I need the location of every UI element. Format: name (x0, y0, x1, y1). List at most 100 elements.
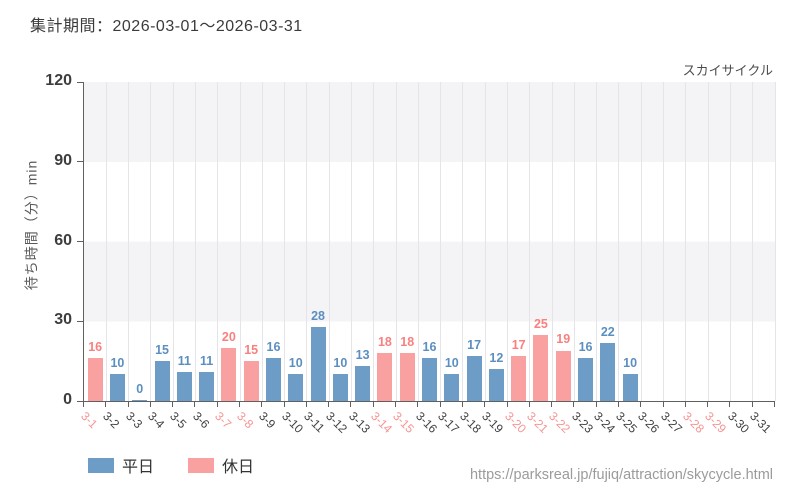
bar-value-label: 16 (422, 340, 437, 355)
x-tick-label: 3-21 (524, 409, 551, 436)
gridline (105, 82, 107, 401)
x-tick-label: 3-20 (501, 409, 529, 436)
x-tick-label: 3-25 (613, 409, 641, 436)
x-tick-label: 3-2 (100, 409, 123, 432)
y-tick-label: 60 (54, 231, 72, 249)
gridline (328, 82, 330, 401)
bar (377, 353, 393, 401)
gridline (417, 82, 419, 401)
report-period-title: 集計期間：2026-03-01～2026-03-31 (30, 18, 303, 35)
bar-value-label: 11 (199, 353, 214, 368)
x-axis-tick (194, 402, 196, 407)
x-axis-tick (707, 402, 709, 407)
x-tick-label: 3-17 (434, 409, 462, 436)
bar-value-label: 0 (136, 381, 144, 396)
bar-value-label: 10 (110, 356, 125, 371)
x-tick-label: 3-8 (234, 409, 257, 432)
gridline (529, 82, 531, 401)
x-tick-label: 3-12 (323, 409, 351, 436)
x-tick-label: 3-1 (78, 409, 101, 432)
gridline (284, 82, 286, 401)
bar-value-label: 15 (244, 343, 259, 358)
bar-value-label: 11 (177, 353, 191, 368)
y-axis-tick (77, 320, 83, 322)
x-axis-tick (127, 402, 129, 407)
x-tick-label: 3-16 (412, 409, 440, 436)
gridline (573, 82, 575, 401)
legend-item-weekday: 平日 (88, 453, 154, 477)
x-axis-tick (149, 402, 151, 407)
x-axis-tick (640, 402, 642, 407)
x-axis-tick (573, 402, 575, 407)
x-tick-label: 3-23 (568, 409, 596, 436)
bar-value-label: 10 (333, 356, 348, 371)
y-axis-tick (77, 241, 83, 242)
y-tick-label: 30 (54, 311, 72, 329)
weekday-color-swatch (88, 457, 114, 473)
y-tick-label: 0 (63, 391, 72, 408)
x-axis-tick (751, 402, 753, 407)
x-axis-tick (417, 402, 419, 407)
x-axis-tick (528, 402, 530, 407)
bar (288, 374, 304, 401)
x-axis-tick (283, 402, 285, 407)
bar-value-label: 13 (355, 348, 370, 363)
x-axis-tick (551, 402, 553, 407)
x-tick-label: 3-15 (390, 409, 418, 436)
x-axis-tick (729, 402, 731, 407)
bar (154, 361, 170, 401)
x-axis-tick (261, 402, 263, 407)
y-tick-label: 120 (45, 72, 72, 89)
bar-value-label: 10 (288, 356, 303, 371)
gridline (350, 82, 352, 401)
gridline (462, 82, 464, 401)
x-tick-label: 3-29 (702, 409, 730, 436)
bar-value-label: 17 (467, 337, 482, 352)
gridline (752, 82, 754, 401)
bar (488, 369, 504, 401)
bar-value-label: 19 (556, 332, 571, 347)
gridline (551, 82, 553, 401)
bar-value-label: 15 (155, 343, 169, 358)
bar-value-label: 10 (623, 356, 638, 371)
x-tick-label: 3-5 (167, 409, 190, 432)
bar (221, 347, 237, 401)
bar-value-label: 20 (221, 329, 236, 344)
bar (132, 399, 148, 401)
x-axis-tick (372, 402, 374, 407)
gridline (395, 82, 397, 401)
x-axis-tick (484, 402, 486, 407)
gridline (685, 82, 687, 401)
bar (444, 374, 460, 401)
x-tick-label: 3-26 (635, 409, 663, 436)
bar (87, 358, 103, 401)
bar (578, 358, 594, 401)
x-axis-tick (239, 402, 241, 407)
gridline (373, 82, 375, 401)
x-axis-tick (595, 402, 597, 407)
x-tick-label: 3-19 (479, 409, 507, 436)
bar (243, 361, 259, 401)
x-tick-label: 3-27 (657, 409, 685, 436)
x-axis-tick (617, 402, 619, 407)
bar (533, 334, 549, 401)
x-tick-label: 3-31 (746, 409, 774, 436)
x-tick-label: 3-4 (145, 409, 168, 432)
x-axis-tick (83, 402, 84, 407)
x-axis-tick (105, 402, 107, 407)
bar (555, 350, 571, 401)
bar-value-label: 12 (489, 351, 504, 366)
x-axis-tick (774, 402, 775, 407)
bar (466, 355, 482, 401)
x-tick-label: 3-22 (546, 409, 574, 436)
bar-value-label: 25 (533, 316, 548, 331)
gridline (128, 82, 130, 401)
x-tick-label: 3-3 (122, 409, 145, 432)
x-axis-tick (305, 402, 307, 407)
gridline (172, 82, 174, 401)
gridline (707, 82, 709, 401)
bar (176, 371, 192, 401)
gridline (618, 82, 620, 401)
y-axis-title: 待ち時間（分）min (23, 159, 40, 291)
